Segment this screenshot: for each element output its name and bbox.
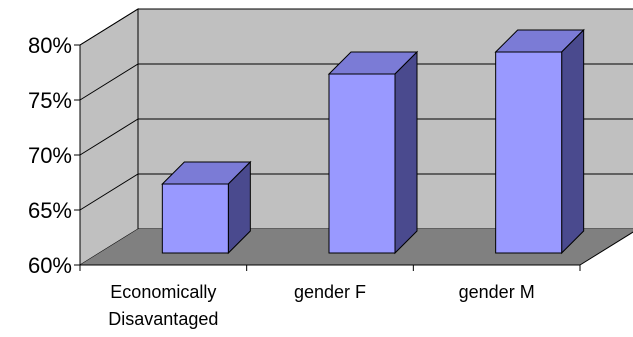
bar-front [161, 183, 229, 254]
x-category-label: gender F [294, 282, 366, 302]
bar-side [394, 50, 418, 255]
x-category-labels: Economically Disavantaged gender F gender M [108, 282, 534, 329]
y-tick-labels: 60% 65% 70% 75% 80% [28, 33, 72, 278]
y-tick-label: 65% [28, 198, 72, 223]
floor-edge [579, 231, 633, 266]
y-tick-label: 80% [28, 33, 72, 58]
bar-front [495, 51, 563, 254]
gridline [79, 118, 633, 156]
x-category-label: gender M [459, 282, 535, 302]
axes [74, 44, 633, 271]
x-category-label: Economically [110, 282, 216, 302]
y-tick-label: 75% [28, 88, 72, 113]
bar [327, 50, 419, 255]
bar-front [328, 73, 396, 254]
gridline [79, 63, 633, 101]
gridline [79, 8, 633, 46]
bar [161, 160, 252, 255]
bars [161, 28, 585, 255]
x-category-label: Disavantaged [108, 309, 218, 329]
y-tick-label: 60% [28, 253, 72, 278]
gridlines [79, 8, 633, 211]
gridline [79, 173, 633, 211]
bar-side [561, 28, 585, 255]
y-tick-label: 70% [28, 143, 72, 168]
bar [494, 28, 585, 255]
